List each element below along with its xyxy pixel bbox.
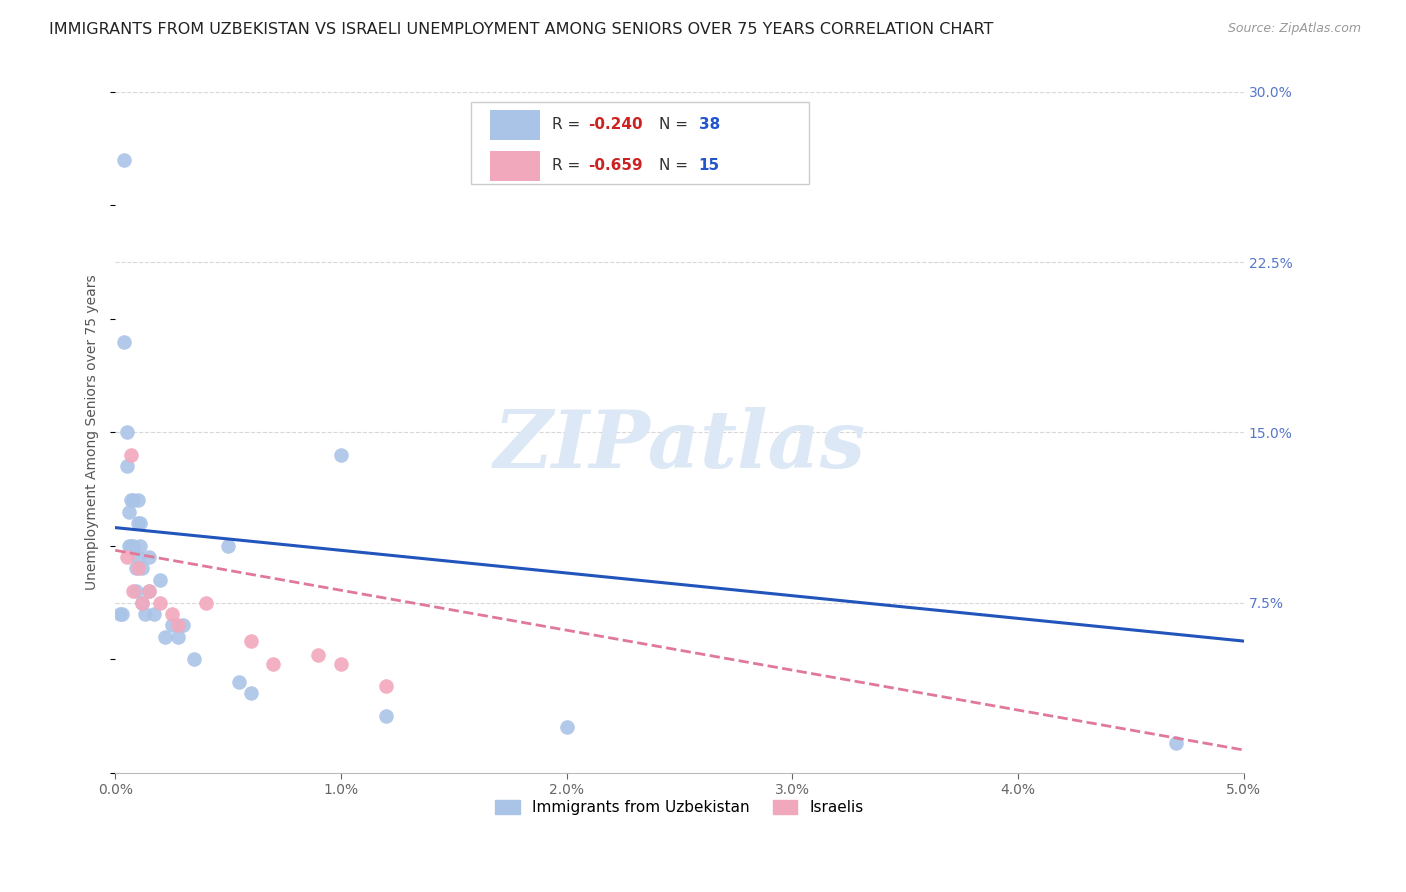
Text: -0.659: -0.659 [588,158,643,173]
Text: 15: 15 [699,158,720,173]
Point [217,539,239,553]
Point [115,550,138,565]
Point [1166,736,1188,750]
Point [122,539,145,553]
Point [228,675,250,690]
Point [149,595,172,609]
Legend: Immigrants from Uzbekistan, Israelis: Immigrants from Uzbekistan, Israelis [488,793,872,823]
Point [138,550,160,565]
Text: N =: N = [659,158,693,173]
Point [134,607,156,621]
Point [307,648,329,662]
FancyBboxPatch shape [489,151,540,181]
Point [127,516,149,530]
Point [124,561,146,575]
Point [375,709,398,723]
Point [129,539,152,553]
Point [194,595,217,609]
Point [167,630,190,644]
Text: Source: ZipAtlas.com: Source: ZipAtlas.com [1227,22,1361,36]
Point [160,618,183,632]
Point [131,561,153,575]
Point [122,584,145,599]
Point [330,657,353,671]
Text: ZIPatlas: ZIPatlas [494,407,866,484]
Point [160,607,183,621]
Point [118,505,141,519]
Point [115,425,138,440]
Point [124,584,146,599]
Point [112,153,135,167]
Point [127,493,149,508]
Point [120,448,142,462]
Point [183,652,205,666]
Point [555,720,578,734]
Point [120,539,142,553]
Text: R =: R = [553,118,585,132]
Point [262,657,284,671]
Text: R =: R = [553,158,585,173]
Point [149,573,172,587]
Y-axis label: Unemployment Among Seniors over 75 years: Unemployment Among Seniors over 75 years [86,275,100,591]
Point [118,539,141,553]
Point [131,595,153,609]
Point [111,607,134,621]
Point [138,584,160,599]
Point [239,686,262,700]
Text: 38: 38 [699,118,720,132]
Point [131,595,153,609]
FancyBboxPatch shape [471,102,810,184]
Text: -0.240: -0.240 [588,118,643,132]
Point [129,516,152,530]
Text: N =: N = [659,118,693,132]
Point [375,680,398,694]
Point [127,550,149,565]
Text: IMMIGRANTS FROM UZBEKISTAN VS ISRAELI UNEMPLOYMENT AMONG SENIORS OVER 75 YEARS C: IMMIGRANTS FROM UZBEKISTAN VS ISRAELI UN… [49,22,994,37]
Point [138,584,160,599]
Point [239,634,262,648]
Point [120,493,142,508]
Point [142,607,165,621]
Point [108,607,131,621]
FancyBboxPatch shape [489,110,540,140]
Point [153,630,176,644]
Point [172,618,194,632]
Point [167,618,190,632]
Point [122,493,145,508]
Point [330,448,353,462]
Point [127,561,149,575]
Point [112,334,135,349]
Point [115,459,138,474]
